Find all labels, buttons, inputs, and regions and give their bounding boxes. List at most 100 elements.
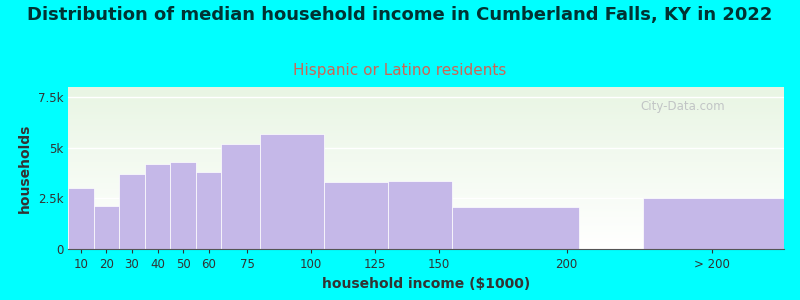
Bar [68,223,784,224]
Bar [68,115,784,116]
Bar [68,247,784,248]
Bar [68,164,784,165]
Bar [68,215,784,216]
Bar [68,173,784,174]
Bar [222,144,260,249]
Bar [68,178,784,179]
Bar [68,172,784,173]
Bar [68,144,784,145]
Bar [68,171,784,172]
Bar [68,208,784,209]
Bar [68,246,784,247]
Bar [68,95,784,96]
Bar [68,248,784,249]
Bar [68,227,784,228]
Bar [68,143,784,144]
Bar [68,245,784,246]
Bar [68,203,784,204]
Bar [68,240,784,241]
Bar [68,216,784,217]
Bar [68,181,784,182]
Bar [68,154,784,155]
Bar [68,214,784,215]
Bar [68,228,784,229]
Bar [68,234,784,235]
Bar [68,242,784,243]
Text: Hispanic or Latino residents: Hispanic or Latino residents [294,63,506,78]
Bar [68,226,784,227]
Bar [68,188,784,189]
Bar [196,172,222,249]
Bar [68,123,784,124]
Bar [68,194,784,195]
Bar [68,124,784,125]
Bar [170,162,196,249]
Bar [68,197,784,198]
Bar [68,140,784,141]
Bar [68,152,784,153]
Bar [68,108,784,109]
Bar [388,181,451,249]
Bar [68,177,784,178]
Bar [94,206,119,249]
Bar [68,96,784,97]
Bar [68,168,784,169]
Bar [68,185,784,186]
Bar [68,141,784,142]
Bar [68,180,784,181]
Bar [68,132,784,133]
Bar [68,117,784,118]
Bar [68,87,784,88]
Bar [68,191,784,192]
Bar [68,220,784,221]
Bar [68,174,784,175]
Bar [68,204,784,205]
Bar [68,201,784,202]
Bar [68,217,784,218]
Bar [68,146,784,147]
Bar [68,103,784,104]
Bar [68,200,784,201]
Bar [68,127,784,128]
Bar [68,126,784,127]
Bar [260,134,324,249]
Bar [68,183,784,184]
Bar [68,157,784,158]
Bar [68,114,784,115]
Bar [68,213,784,214]
Bar [68,153,784,154]
Bar [68,101,784,102]
Bar [68,238,784,239]
Bar [68,110,784,111]
Bar [68,120,784,121]
Bar [68,89,784,90]
Bar [68,238,784,239]
Bar [68,237,784,238]
Bar [68,218,784,219]
Bar [68,169,784,170]
Bar [68,139,784,140]
Bar [68,160,784,161]
Bar [68,230,784,231]
Bar [324,182,388,249]
Bar [68,155,784,156]
Bar [68,229,784,230]
Bar [68,116,784,117]
Bar [68,182,784,183]
Bar [68,100,784,101]
Bar [68,104,784,105]
Bar [68,184,784,185]
Bar [68,231,784,232]
Bar [68,244,784,245]
Bar [68,235,784,236]
Bar [68,159,784,160]
Bar [68,167,784,168]
Bar [68,150,784,151]
Bar [68,134,784,135]
Bar [68,196,784,197]
Bar [68,130,784,131]
Bar [68,187,784,188]
Bar [68,193,784,194]
Bar [68,233,784,234]
Bar [68,151,784,152]
